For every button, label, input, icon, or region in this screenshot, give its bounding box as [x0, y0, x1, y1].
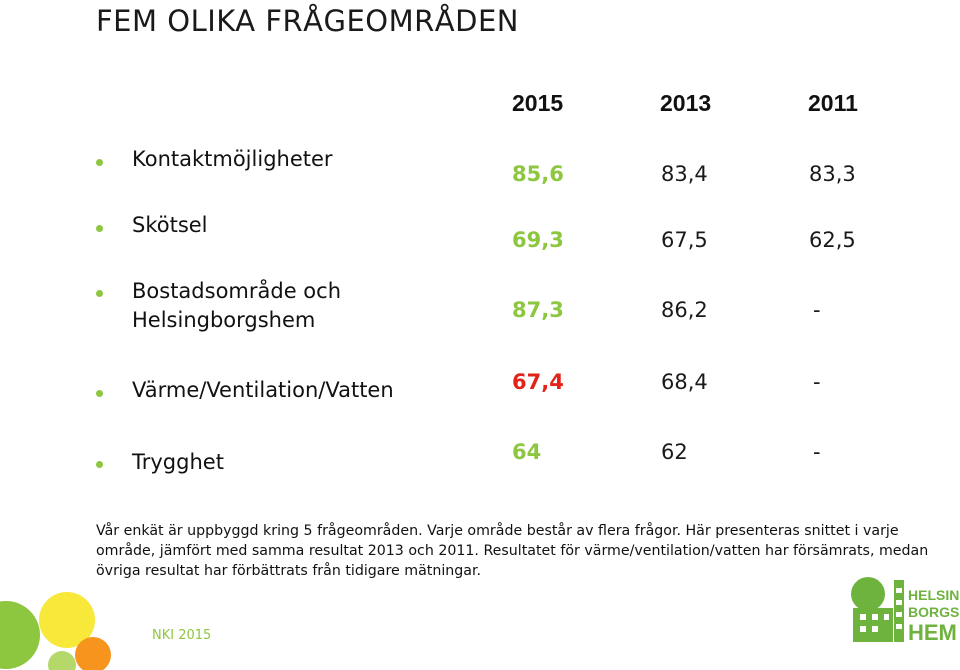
value-2013: 86,2: [661, 298, 708, 322]
row-label-kontaktmojligheter: Kontaktmöjligheter: [132, 147, 333, 171]
logo-line1: HELSING: [908, 587, 960, 603]
bullet-icon: [96, 290, 103, 297]
description-text: Vår enkät är uppbyggd kring 5 frågeområd…: [96, 523, 929, 579]
value-2015: 64: [512, 440, 542, 464]
row-label-bostadsomrade-line1: Bostadsområde och: [132, 279, 342, 303]
page-title: FEM OLIKA FRÅGEOMRÅDEN: [96, 4, 519, 38]
value-2013: 68,4: [661, 370, 708, 394]
value-2011: 62,5: [809, 228, 856, 252]
year-header-2011: 2011: [808, 90, 858, 116]
logo-line2: BORGS: [908, 604, 959, 620]
value-2015: 69,3: [512, 228, 564, 252]
year-header-2015: 2015: [512, 90, 564, 116]
value-2015: 87,3: [512, 298, 564, 322]
value-2011: -: [813, 370, 821, 394]
helsingborgshem-logo: HELSING BORGS HEM: [851, 577, 960, 645]
value-2011: 83,3: [809, 162, 856, 186]
bullet-icon: [96, 461, 103, 468]
bullet-icon: [96, 159, 103, 166]
bullet-icon: [96, 390, 103, 397]
value-2015: 85,6: [512, 162, 564, 186]
year-header-2013: 2013: [660, 90, 712, 116]
row-label-varme: Värme/Ventilation/Vatten: [132, 378, 394, 402]
decorative-circles: [0, 592, 111, 670]
value-2015: 67,4: [512, 370, 564, 394]
row-label-bostadsomrade-line2: Helsingborgshem: [132, 308, 316, 332]
value-2011: -: [813, 440, 821, 464]
bullet-icon: [96, 225, 103, 232]
logo-line3: HEM: [908, 620, 957, 645]
row-label-trygghet: Trygghet: [132, 450, 224, 474]
value-2013: 62: [661, 440, 688, 464]
value-2011: -: [813, 298, 821, 322]
row-label-skotsel: Skötsel: [132, 213, 208, 237]
footer-label: NKI 2015: [152, 628, 212, 643]
value-2013: 67,5: [661, 228, 708, 252]
value-2013: 83,4: [661, 162, 708, 186]
